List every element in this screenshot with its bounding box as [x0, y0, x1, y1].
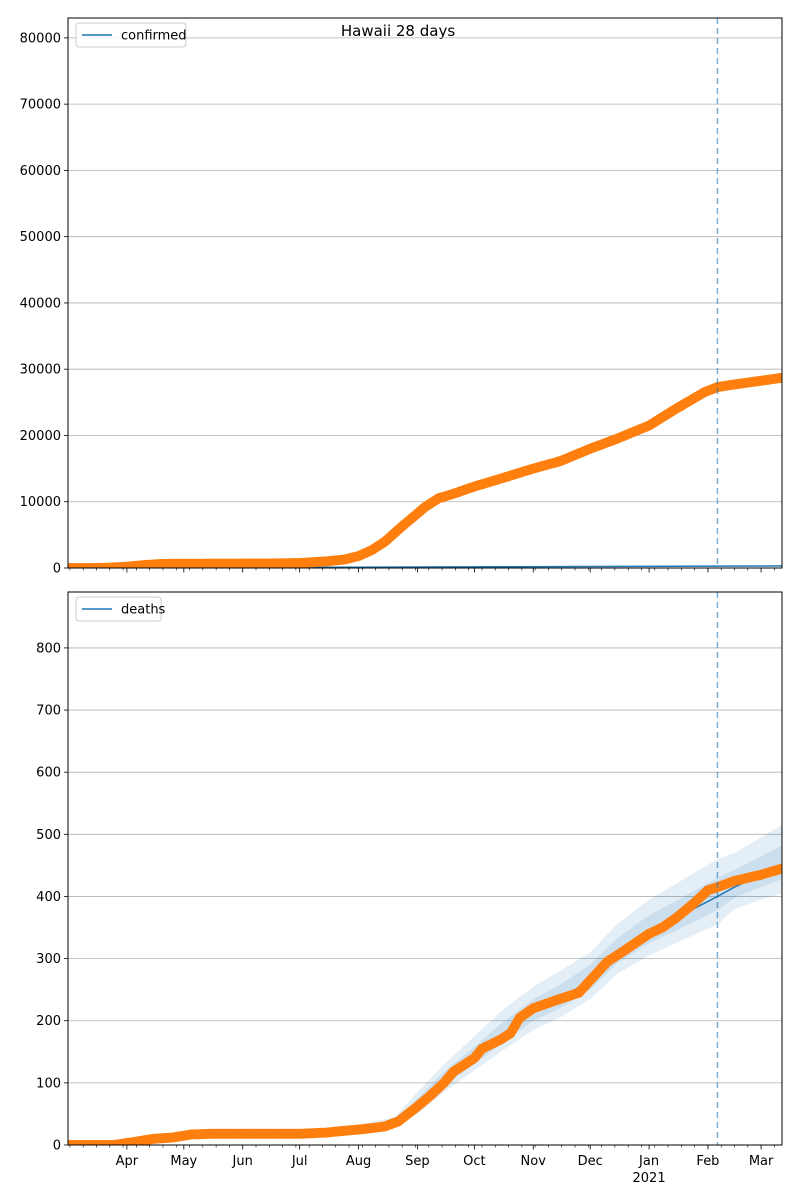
y-tick-label: 300 [36, 952, 61, 967]
legend-label: confirmed [121, 29, 187, 44]
x-tick-label: Dec [578, 1154, 603, 1169]
y-tick-label: 40000 [20, 296, 61, 311]
y-tick-label: 500 [36, 828, 61, 843]
legend-box [75, 596, 162, 622]
y-tick-label: 700 [36, 704, 61, 719]
y-tick-label: 200 [36, 1014, 61, 1029]
x-tick-label: Nov [521, 1154, 547, 1169]
x-tick-label: Oct [463, 1154, 485, 1169]
y-tick-label: 800 [36, 641, 61, 656]
observed-point [777, 372, 782, 383]
y-tick-label: 50000 [20, 230, 61, 245]
x-tick-sublabel: 2021 [633, 1171, 666, 1186]
plot-area [68, 825, 782, 1145]
plot-area [68, 372, 782, 568]
deaths-panel: 0 100 200 300 400 500 600 700 800 Apr May Jun Jul Aug… [36, 591, 783, 1186]
x-tick-label: Jan [638, 1154, 659, 1169]
observed-point [777, 863, 782, 874]
y-tick-label: 600 [36, 766, 61, 781]
figure-title: Hawaii 28 days [341, 22, 455, 40]
x-tick-label: Apr [116, 1154, 139, 1169]
y-tick-label: 10000 [20, 495, 61, 510]
legend-box [75, 22, 187, 48]
x-tick-label: Mar [749, 1154, 774, 1169]
axes-frame [67, 591, 783, 1146]
legend-label: deaths [121, 603, 166, 618]
x-tick-label: Jul [291, 1154, 308, 1169]
x-tick-label: Feb [696, 1154, 719, 1169]
x-tick-label: May [170, 1154, 197, 1169]
y-tick-label: 400 [36, 890, 61, 905]
axes-frame [67, 17, 783, 569]
x-tick-label: Jun [232, 1154, 253, 1169]
x-tick-label: Aug [346, 1154, 371, 1169]
x-tick-label: Sep [405, 1154, 430, 1169]
y-tick-label: 70000 [20, 98, 61, 113]
y-tick-label: 0 [53, 1139, 61, 1154]
confirmed-panel: 0 10000 20000 30000 40000 50000 60000 70000 8000… [20, 17, 783, 577]
y-tick-label: 20000 [20, 429, 61, 444]
y-tick-label: 80000 [20, 31, 61, 46]
y-tick-label: 0 [53, 562, 61, 577]
y-tick-label: 60000 [20, 164, 61, 179]
y-tick-label: 30000 [20, 363, 61, 378]
y-tick-label: 100 [36, 1076, 61, 1091]
